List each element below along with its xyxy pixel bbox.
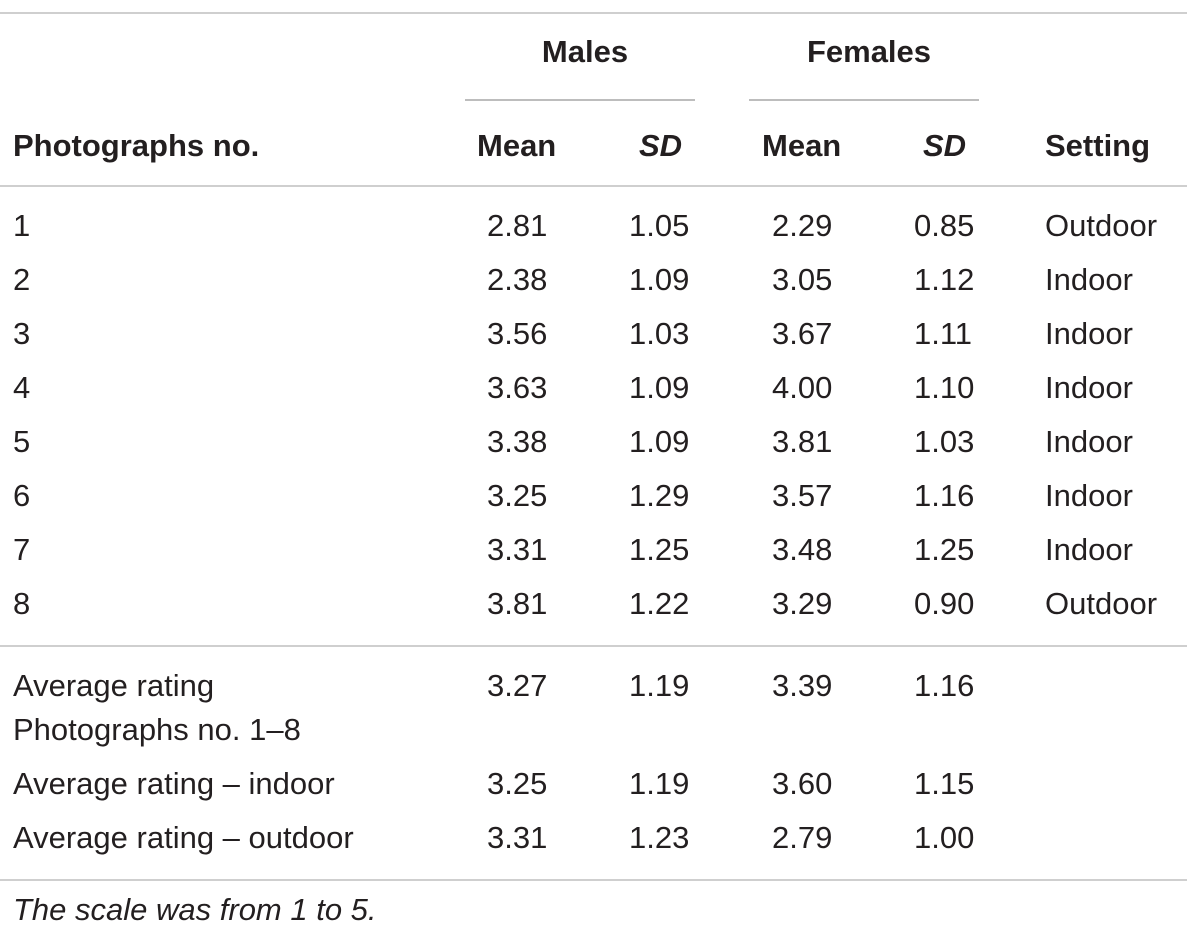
cell-females-sd: 1.16 bbox=[914, 668, 975, 703]
cell-males-mean: 3.56 bbox=[487, 316, 548, 351]
cell-males-mean: 3.31 bbox=[487, 820, 548, 855]
cell-males-sd: 1.19 bbox=[629, 668, 690, 703]
cell-males-mean: 3.38 bbox=[487, 424, 548, 459]
cell-females-mean: 2.79 bbox=[772, 820, 833, 855]
cell-females-mean: 4.00 bbox=[772, 370, 833, 405]
cell-males-sd: 1.09 bbox=[629, 370, 690, 405]
cell-males-mean: 2.38 bbox=[487, 262, 548, 297]
females-group-rule bbox=[749, 99, 979, 101]
cell-females-mean: 3.81 bbox=[772, 424, 833, 459]
cell-males-sd: 1.03 bbox=[629, 316, 690, 351]
cell-males-mean: 3.81 bbox=[487, 586, 548, 621]
cell-males-sd: 1.22 bbox=[629, 586, 690, 621]
cell-males-sd: 1.23 bbox=[629, 820, 690, 855]
cell-females-mean: 3.39 bbox=[772, 668, 833, 703]
cell-females-sd: 1.10 bbox=[914, 370, 975, 405]
cell-females-sd: 1.16 bbox=[914, 478, 975, 513]
group-header-females: Females bbox=[806, 34, 932, 69]
cell-females-sd: 0.90 bbox=[914, 586, 975, 621]
cell-females-mean: 3.67 bbox=[772, 316, 833, 351]
summary-label: Average rating – indoor bbox=[13, 766, 335, 801]
cell-setting: Indoor bbox=[1045, 478, 1133, 513]
cell-females-sd: 1.03 bbox=[914, 424, 975, 459]
cell-males-mean: 2.81 bbox=[487, 208, 548, 243]
group-header-males: Males bbox=[541, 34, 629, 69]
col-header-females-sd: SD bbox=[923, 128, 967, 163]
cell-photo-no: 6 bbox=[13, 478, 31, 513]
header-bottom-rule bbox=[0, 185, 1187, 187]
cell-females-mean: 3.57 bbox=[772, 478, 833, 513]
cell-photo-no: 4 bbox=[13, 370, 31, 405]
cell-setting: Indoor bbox=[1045, 424, 1133, 459]
table-top-rule bbox=[0, 12, 1187, 14]
cell-setting: Outdoor bbox=[1045, 208, 1158, 243]
cell-females-sd: 0.85 bbox=[914, 208, 975, 243]
col-header-photo: Photographs no. bbox=[13, 128, 260, 163]
cell-males-mean: 3.25 bbox=[487, 478, 548, 513]
cell-females-sd: 1.25 bbox=[914, 532, 975, 567]
body-bottom-rule bbox=[0, 645, 1187, 647]
cell-males-sd: 1.09 bbox=[629, 424, 690, 459]
summary-label: Average rating – outdoor bbox=[13, 820, 354, 855]
cell-setting: Indoor bbox=[1045, 370, 1133, 405]
cell-photo-no: 5 bbox=[13, 424, 31, 459]
table-footnote: The scale was from 1 to 5. bbox=[13, 892, 377, 927]
cell-setting: Outdoor bbox=[1045, 586, 1158, 621]
cell-females-sd: 1.15 bbox=[914, 766, 975, 801]
cell-photo-no: 8 bbox=[13, 586, 31, 621]
males-group-rule bbox=[465, 99, 695, 101]
cell-males-mean: 3.27 bbox=[487, 668, 548, 703]
cell-females-mean: 2.29 bbox=[772, 208, 833, 243]
cell-photo-no: 7 bbox=[13, 532, 31, 567]
cell-females-mean: 3.60 bbox=[772, 766, 833, 801]
summary-label: Average rating bbox=[13, 668, 215, 703]
col-header-males-mean: Mean bbox=[477, 128, 557, 163]
cell-males-sd: 1.05 bbox=[629, 208, 690, 243]
summary-label-line2: Photographs no. 1–8 bbox=[13, 712, 301, 747]
cell-photo-no: 1 bbox=[13, 208, 31, 243]
cell-males-sd: 1.29 bbox=[629, 478, 690, 513]
cell-females-mean: 3.05 bbox=[772, 262, 833, 297]
table-bottom-rule bbox=[0, 879, 1187, 881]
cell-setting: Indoor bbox=[1045, 532, 1133, 567]
cell-females-sd: 1.11 bbox=[914, 316, 973, 351]
cell-males-sd: 1.25 bbox=[629, 532, 690, 567]
cell-males-mean: 3.31 bbox=[487, 532, 548, 567]
cell-females-sd: 1.00 bbox=[914, 820, 975, 855]
cell-setting: Indoor bbox=[1045, 262, 1133, 297]
cell-males-sd: 1.09 bbox=[629, 262, 690, 297]
cell-photo-no: 2 bbox=[13, 262, 31, 297]
cell-males-mean: 3.25 bbox=[487, 766, 548, 801]
col-header-males-sd: SD bbox=[639, 128, 683, 163]
cell-setting: Indoor bbox=[1045, 316, 1133, 351]
col-header-females-mean: Mean bbox=[762, 128, 842, 163]
cell-males-mean: 3.63 bbox=[487, 370, 548, 405]
cell-females-mean: 3.48 bbox=[772, 532, 833, 567]
cell-females-sd: 1.12 bbox=[914, 262, 975, 297]
cell-photo-no: 3 bbox=[13, 316, 31, 351]
col-header-setting: Setting bbox=[1045, 128, 1151, 163]
cell-males-sd: 1.19 bbox=[629, 766, 690, 801]
cell-females-mean: 3.29 bbox=[772, 586, 833, 621]
